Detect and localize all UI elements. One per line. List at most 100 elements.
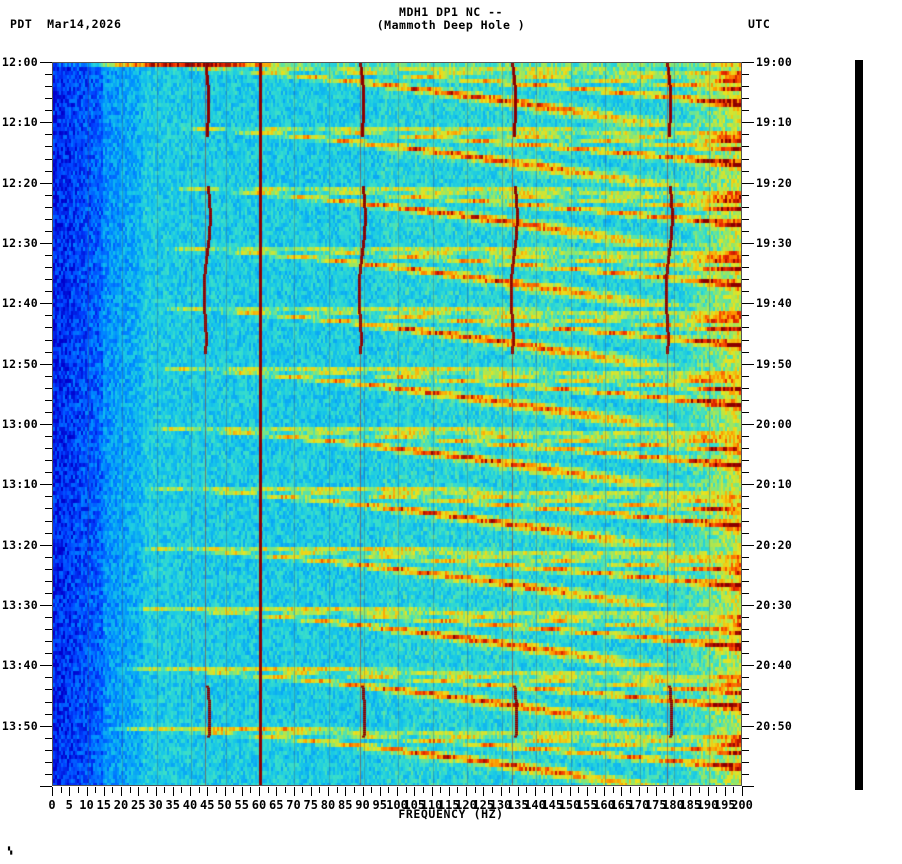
time-tick-minor: [45, 218, 52, 220]
time-tick-minor: [45, 653, 52, 655]
time-tick-minor: [742, 279, 749, 281]
time-tick-major: [40, 484, 52, 486]
freq-tick-major: [673, 787, 674, 796]
freq-tick-minor: [129, 787, 131, 793]
time-tick-minor: [742, 218, 749, 220]
time-tick-major: [742, 363, 754, 365]
freq-axis-label: 10: [79, 798, 94, 812]
time-tick-major: [40, 725, 52, 727]
time-tick-major: [40, 62, 52, 63]
time-tick-minor: [742, 375, 749, 377]
time-axis-utc-label: 20:00: [756, 417, 793, 431]
freq-axis-label: 125: [472, 798, 495, 812]
spectrogram-canvas: [53, 63, 741, 785]
freq-tick-minor: [77, 787, 79, 793]
time-tick-minor: [45, 315, 52, 317]
freq-tick-major: [621, 787, 623, 796]
freq-tick-minor: [440, 787, 442, 793]
freq-tick-major: [569, 787, 571, 796]
freq-axis-label: 80: [320, 798, 336, 812]
time-tick-minor: [742, 701, 749, 703]
freq-axis-label: 40: [182, 798, 198, 812]
time-tick-minor: [45, 399, 52, 401]
time-tick-minor: [45, 279, 52, 281]
time-axis-utc-label: 20:20: [756, 537, 793, 552]
freq-axis-label: 70: [286, 798, 301, 812]
time-tick-minor: [742, 677, 749, 679]
page-title: MDH1 DP1 NC --: [399, 5, 503, 19]
freq-axis-label: 185: [679, 798, 702, 812]
time-tick-minor: [742, 773, 749, 775]
freq-axis-label: 115: [437, 798, 460, 812]
time-tick-minor: [742, 737, 749, 739]
time-tick-minor: [742, 448, 749, 450]
freq-axis-label: 35: [165, 798, 180, 812]
freq-tick-major: [414, 787, 416, 796]
freq-tick-minor: [560, 787, 562, 793]
time-tick-minor: [45, 737, 52, 739]
time-tick-minor: [45, 110, 52, 112]
freq-tick-minor: [733, 787, 735, 793]
time-tick-minor: [45, 194, 52, 196]
freq-axis-label: 20: [113, 798, 129, 812]
time-tick-minor: [45, 375, 52, 377]
time-tick-major: [742, 665, 754, 667]
freq-tick-major: [362, 787, 364, 796]
freq-tick-minor: [233, 787, 235, 793]
time-tick-minor: [742, 146, 749, 148]
time-tick-minor: [45, 74, 52, 76]
freq-axis-label: 180: [662, 798, 684, 812]
time-tick-minor: [45, 472, 52, 474]
time-axis-utc-label: 19:50: [756, 356, 793, 371]
freq-tick-major: [103, 787, 105, 796]
freq-axis-label: 75: [303, 798, 318, 812]
time-tick-minor: [45, 291, 52, 293]
time-axis-utc-label: 20:40: [756, 658, 793, 673]
time-axis-local-label: 13:30: [1, 598, 38, 612]
freq-tick-major: [86, 787, 88, 796]
freq-tick-major: [121, 787, 122, 796]
freq-tick-minor: [543, 787, 545, 793]
freq-axis-label: 145: [541, 798, 564, 812]
time-axis-utc-label: 19:10: [756, 115, 793, 130]
time-axis-utc-label: 19:00: [756, 55, 793, 69]
freq-tick-major: [328, 787, 329, 796]
time-tick-minor: [45, 448, 52, 450]
time-tick-minor: [45, 411, 52, 413]
time-axis-local-label: 12:00: [1, 55, 38, 69]
freq-axis-label: 60: [251, 798, 267, 812]
time-tick-minor: [742, 86, 749, 88]
time-axis-utc-label: 20:50: [756, 718, 793, 733]
time-axis-local-label: 13:10: [1, 477, 38, 492]
freq-axis-label: 25: [131, 798, 146, 812]
time-tick-minor: [45, 134, 52, 136]
time-axis-local-label: 13:40: [1, 658, 38, 673]
time-axis-local-label: 12:30: [1, 236, 38, 250]
freq-axis-label: 15: [96, 798, 111, 812]
freq-tick-minor: [198, 787, 200, 793]
time-tick-minor: [742, 496, 749, 498]
freq-axis-label: 100: [386, 798, 408, 812]
time-axis-utc: 19:00 19:10 19:20 19:30 19:40 19:50 20:00 20:10…: [742, 55, 792, 787]
time-tick-minor: [742, 508, 749, 510]
time-tick-minor: [742, 436, 749, 438]
header-date: Mar14,2026: [47, 17, 122, 31]
freq-tick-minor: [181, 787, 183, 793]
time-axis-local-label: 12:10: [1, 115, 38, 130]
time-tick-minor: [742, 580, 749, 582]
time-tick-minor: [45, 255, 52, 257]
freq-tick-major: [466, 787, 467, 796]
freq-tick-minor: [284, 787, 286, 793]
freq-tick-major: [707, 787, 709, 796]
time-tick-minor: [45, 86, 52, 88]
time-tick-minor: [45, 556, 52, 558]
time-tick-minor: [45, 713, 52, 715]
freq-tick-major: [310, 787, 312, 796]
freq-tick-major: [293, 787, 295, 796]
freq-tick-major: [52, 787, 53, 796]
time-tick-major: [40, 544, 52, 546]
time-tick-major: [40, 786, 52, 787]
time-axis-local-label: 13:00: [1, 417, 38, 431]
time-tick-major: [742, 725, 754, 727]
freq-tick-minor: [716, 787, 718, 793]
